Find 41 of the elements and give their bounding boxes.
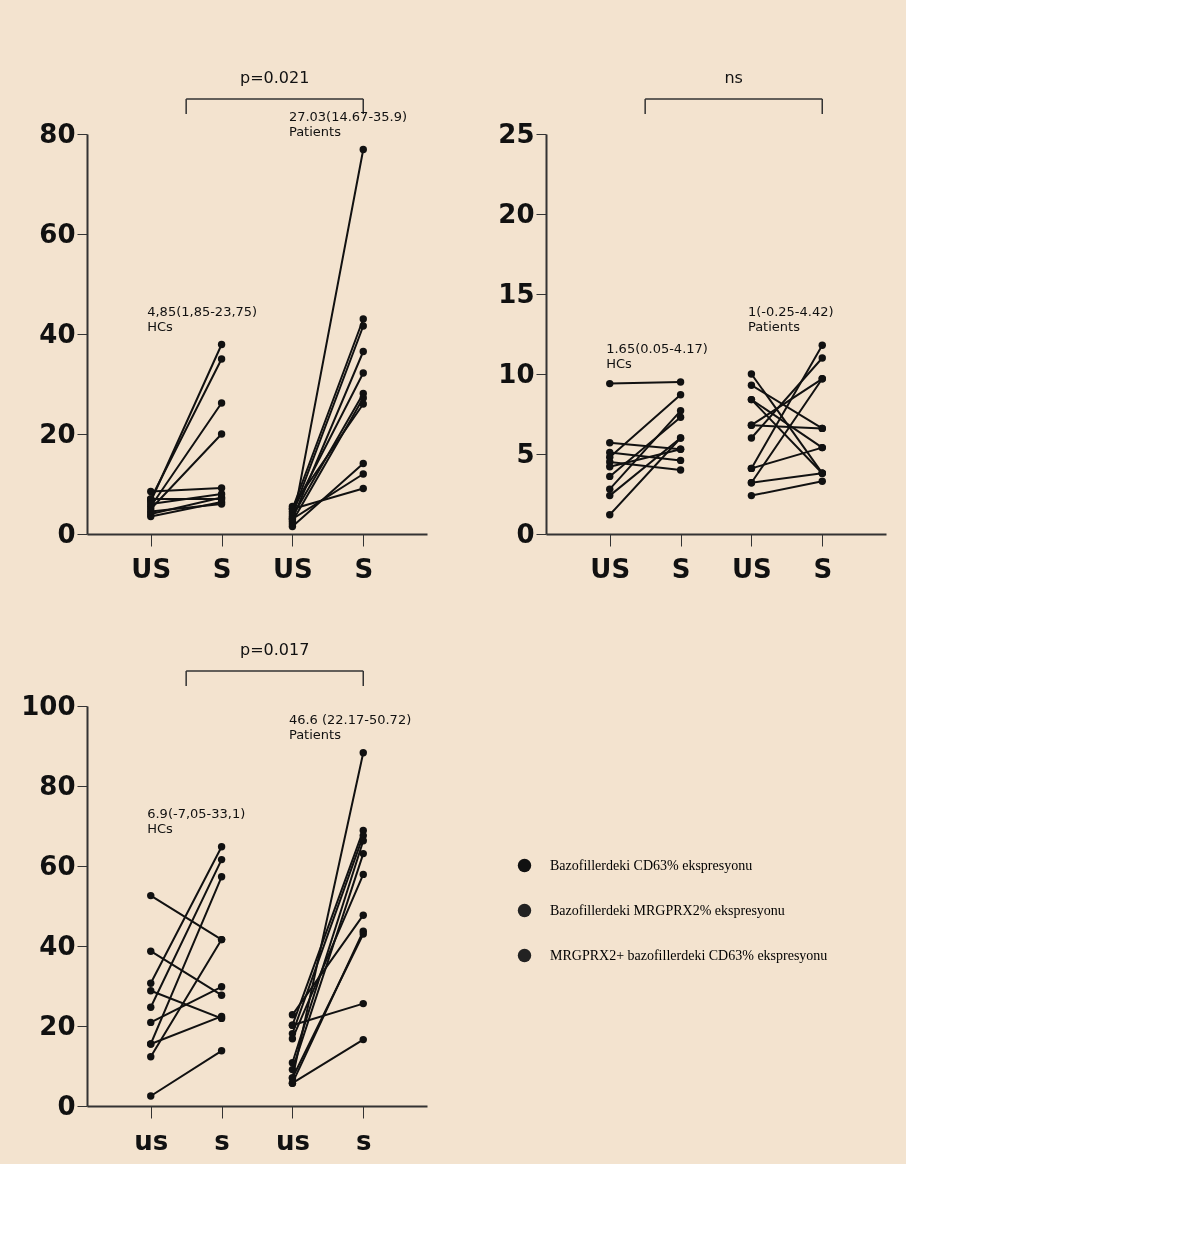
annotation: 1(-0.25-4.42) Patients bbox=[747, 304, 834, 335]
legend-label: Bazofillerdeki CD63% ekspresyonu bbox=[550, 857, 753, 873]
x-tick-label: s bbox=[214, 1125, 230, 1156]
annotation: 4,85(1,85-23,75) HCs bbox=[147, 303, 258, 334]
legend-label: Bazofillerdeki MRGPRX2% ekspresyonu bbox=[550, 902, 785, 918]
y-tick-label: 60 bbox=[39, 850, 76, 881]
y-tick-label: 20 bbox=[39, 418, 76, 449]
y-tick-label: 15 bbox=[498, 278, 535, 309]
x-tick-label: S bbox=[212, 553, 232, 584]
text: p=0.021 bbox=[240, 68, 310, 87]
x-tick-label: US bbox=[731, 553, 772, 584]
annotation: 6.9(-7,05-33,1) HCs bbox=[147, 805, 246, 836]
x-tick-label: S bbox=[671, 553, 691, 584]
y-tick-label: 20 bbox=[39, 1010, 76, 1041]
text: p=0.017 bbox=[240, 640, 310, 659]
annotation: 46.6 (22.17-50.72) Patients bbox=[288, 711, 412, 742]
x-tick-label: S bbox=[354, 553, 374, 584]
x-tick-label: S bbox=[813, 553, 833, 584]
x-tick-label: US bbox=[131, 553, 172, 584]
annotation: 1.65(0.05-4.17) HCs bbox=[606, 341, 708, 371]
y-tick-label: 100 bbox=[21, 690, 76, 721]
y-tick-label: 25 bbox=[498, 118, 535, 149]
x-tick-label: US bbox=[272, 553, 313, 584]
y-tick-label: 60 bbox=[39, 218, 76, 249]
y-tick-label: 80 bbox=[39, 118, 76, 149]
annotation: 27.03(14.67-35.9) Patients bbox=[288, 108, 408, 139]
text: ns bbox=[724, 68, 743, 87]
y-tick-label: 0 bbox=[57, 518, 76, 549]
y-tick-label: 40 bbox=[39, 930, 76, 961]
y-tick-label: 0 bbox=[516, 518, 535, 549]
x-tick-label: s bbox=[356, 1125, 372, 1156]
y-tick-label: 40 bbox=[39, 318, 76, 349]
x-tick-label: US bbox=[590, 553, 631, 584]
y-tick-label: 5 bbox=[516, 438, 535, 469]
x-tick-label: us bbox=[275, 1125, 310, 1156]
legend-label: MRGPRX2+ bazofillerdeki CD63% ekspresyonu bbox=[550, 947, 828, 963]
y-tick-label: 20 bbox=[498, 198, 535, 229]
y-tick-label: 80 bbox=[39, 770, 76, 801]
x-tick-label: us bbox=[134, 1125, 169, 1156]
y-tick-label: 10 bbox=[498, 358, 535, 389]
y-tick-label: 0 bbox=[57, 1090, 76, 1121]
